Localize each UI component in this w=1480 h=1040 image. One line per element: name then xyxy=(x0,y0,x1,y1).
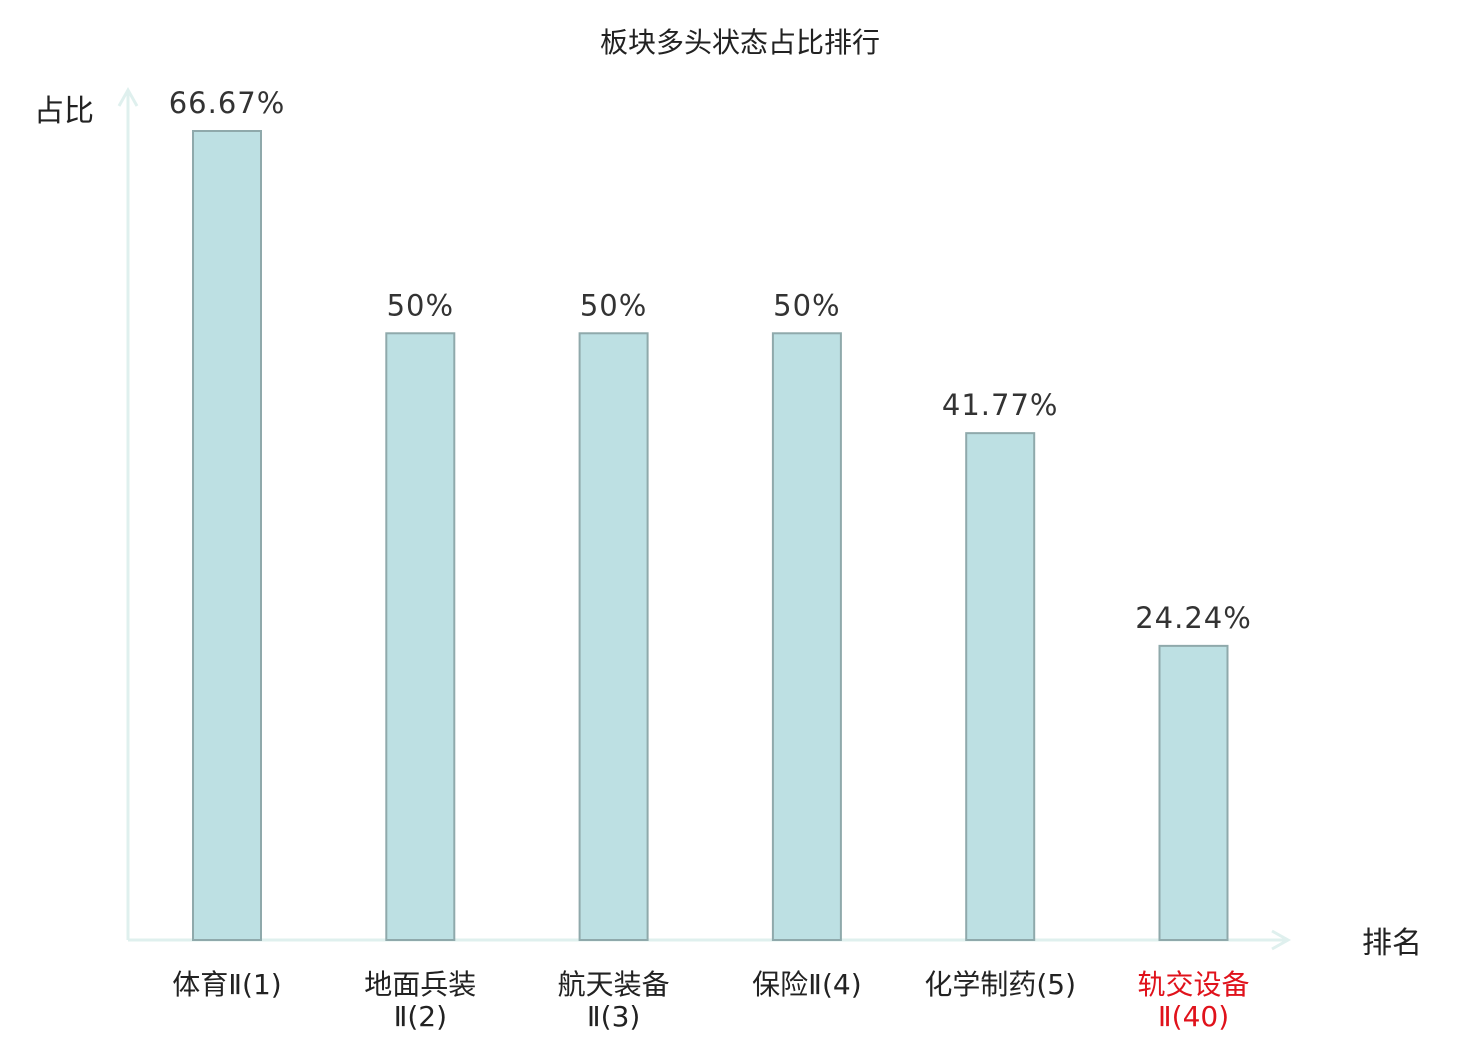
bar-4 xyxy=(771,332,842,941)
x-axis-arrow xyxy=(1271,929,1292,951)
category-label-2-line-2: Ⅱ(2) xyxy=(394,1000,447,1033)
value-labels-group: 66.67% 50% 50% 50% 41.77% 24.24% xyxy=(169,86,1252,635)
value-label-6: 24.24% xyxy=(1135,601,1252,635)
category-label-1: 体育Ⅱ(1) xyxy=(172,968,281,1001)
category-label-3-line-1: 航天装备 xyxy=(558,968,670,1001)
category-label-2-line-1: 地面兵装 xyxy=(364,968,476,1001)
category-label-6-line-1: 轨交设备 xyxy=(1137,968,1249,1001)
bar-3 xyxy=(578,332,649,941)
category-label-5: 化学制药(5) xyxy=(924,968,1076,1001)
x-axis-label: 排名 xyxy=(1362,926,1422,961)
value-label-2: 50% xyxy=(387,288,454,322)
value-label-4: 50% xyxy=(773,288,840,322)
bar-6 xyxy=(1158,644,1229,941)
value-label-1: 66.67% xyxy=(169,86,286,120)
chart-title: 板块多头状态占比排行 xyxy=(600,26,880,59)
bar-5 xyxy=(965,432,1036,941)
y-axis-arrow xyxy=(117,86,139,107)
y-axis-label: 占比 xyxy=(34,94,94,129)
value-label-5: 41.77% xyxy=(942,388,1059,422)
category-label-4: 保险Ⅱ(4) xyxy=(752,968,861,1001)
bar-2 xyxy=(385,332,456,941)
category-label-3-line-2: Ⅱ(3) xyxy=(587,1000,640,1033)
category-label-6-line-2: Ⅱ(40) xyxy=(1158,1000,1229,1033)
bar-1 xyxy=(192,130,262,941)
value-label-3: 50% xyxy=(580,288,647,322)
bars-group xyxy=(192,130,1229,941)
